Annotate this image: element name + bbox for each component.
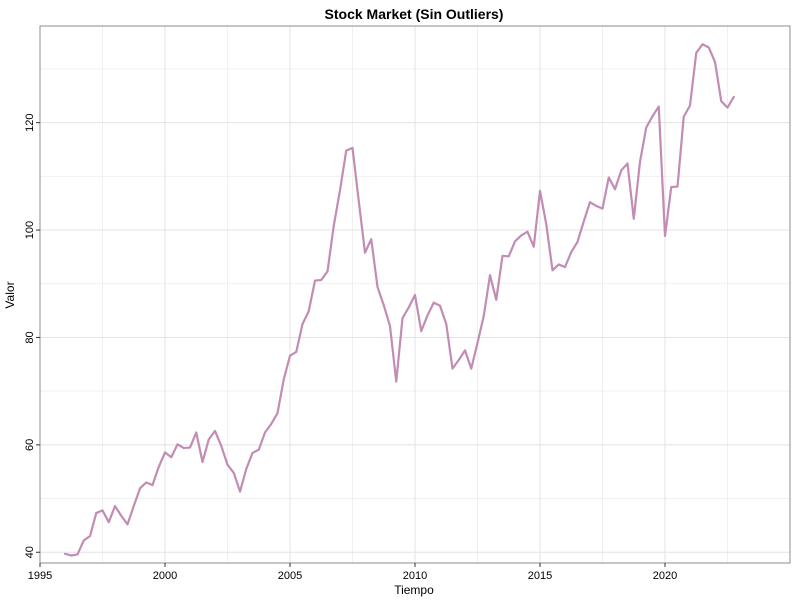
y-axis: 40 60 80 100 120 xyxy=(24,113,40,558)
y-tick-label: 100 xyxy=(24,221,36,239)
x-tick-label: 2005 xyxy=(278,570,302,582)
x-tick-label: 2015 xyxy=(528,570,552,582)
y-tick-label: 40 xyxy=(24,546,36,558)
series-line xyxy=(63,43,735,557)
x-axis: 1995 2000 2005 2010 2015 2020 xyxy=(28,563,677,582)
x-tick-label: 1995 xyxy=(28,570,52,582)
y-tick-label: 60 xyxy=(24,439,36,451)
series-group xyxy=(63,43,735,557)
chart-title: Stock Market (Sin Outliers) xyxy=(325,6,504,22)
y-tick-label: 120 xyxy=(24,113,36,131)
x-tick-label: 2000 xyxy=(153,570,177,582)
y-tick-label: 80 xyxy=(24,331,36,343)
x-tick-label: 2010 xyxy=(403,570,427,582)
x-axis-label: Tiempo xyxy=(394,583,434,597)
x-tick-label: 2020 xyxy=(653,570,677,582)
y-axis-label: Valor xyxy=(3,281,17,308)
